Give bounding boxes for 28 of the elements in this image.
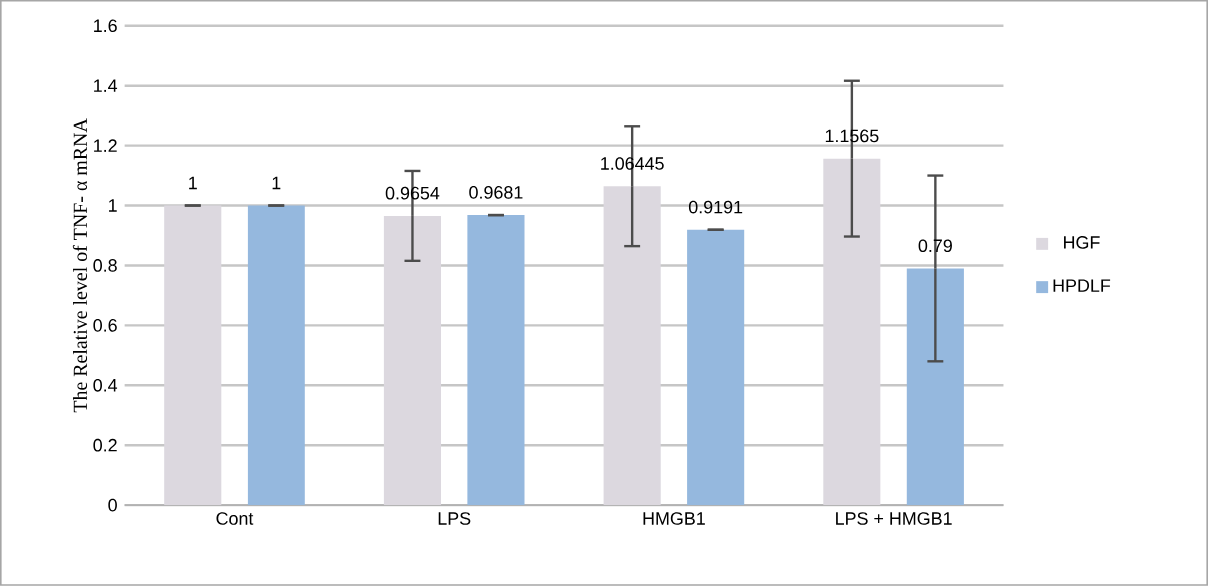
- data-label: 1: [189, 176, 197, 190]
- y-tick-label: 0.8: [93, 259, 117, 272]
- data-label: 1: [272, 176, 281, 190]
- x-tick-label: HMGB1: [643, 512, 705, 525]
- y-tick-label: 0.2: [93, 438, 117, 452]
- bar: [164, 205, 222, 506]
- bar: [467, 215, 525, 506]
- data-label: 0.9681: [469, 186, 523, 199]
- y-tick-label: 0.4: [93, 379, 118, 392]
- bar: [687, 229, 745, 506]
- data-label: 0.9191: [688, 200, 743, 214]
- y-axis-title: The Relative level of TNF- α mRNA: [72, 118, 88, 413]
- y-tick-label: 0.6: [93, 319, 117, 332]
- bar: [823, 158, 881, 506]
- x-tick-label: LPS: [438, 512, 471, 525]
- y-tick-label: 1: [109, 199, 117, 212]
- y-tick-label: 1.4: [94, 79, 118, 92]
- legend-label: HGF: [1064, 236, 1100, 249]
- x-tick-label: LPS + HMGB1: [836, 512, 952, 525]
- bar: [603, 186, 661, 506]
- legend-label: HPDLF: [1053, 279, 1111, 292]
- y-tick-label: 0: [108, 498, 117, 512]
- y-tick-label: 1.6: [94, 19, 117, 33]
- y-tick-label: 1.2: [94, 139, 117, 152]
- x-tick-label: Cont: [216, 512, 254, 525]
- bar: [247, 205, 305, 506]
- bar: [906, 268, 964, 506]
- bar: [383, 215, 442, 506]
